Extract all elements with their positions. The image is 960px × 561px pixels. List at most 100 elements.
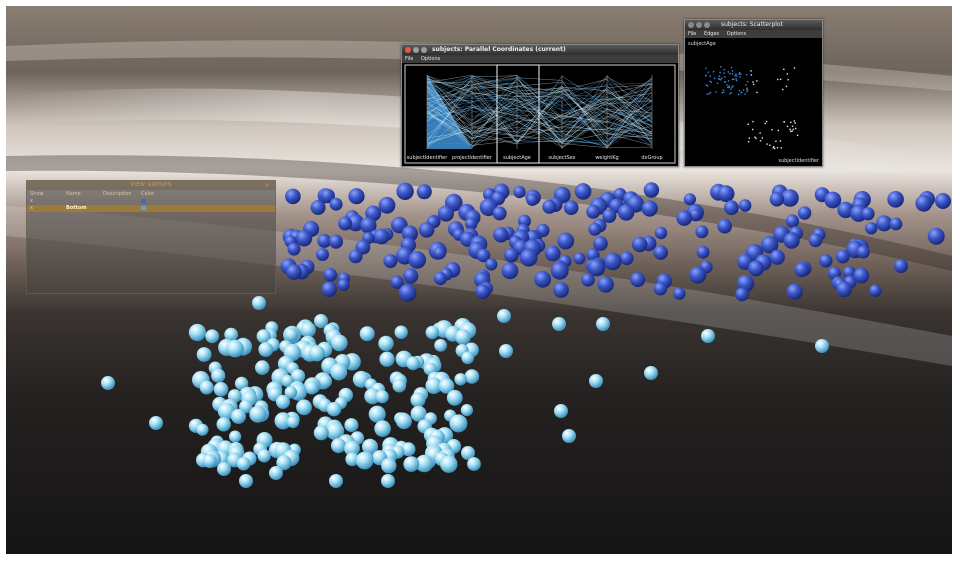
scatter-point[interactable]	[738, 72, 741, 74]
sphere[interactable]	[504, 248, 519, 263]
sp-titlebar[interactable]: subjects: Scatterplot	[685, 20, 822, 30]
sphere[interactable]	[573, 252, 586, 265]
scatter-point[interactable]	[723, 81, 726, 83]
scatter-point[interactable]	[723, 72, 725, 74]
sphere[interactable]	[683, 193, 697, 206]
sphere[interactable]	[596, 317, 610, 331]
sphere[interactable]	[499, 344, 513, 358]
scatter-point[interactable]	[796, 134, 799, 136]
sphere[interactable]	[300, 322, 316, 338]
sphere[interactable]	[437, 205, 454, 222]
sphere[interactable]	[738, 199, 752, 212]
sphere[interactable]	[769, 192, 785, 207]
sphere[interactable]	[653, 282, 668, 296]
sphere[interactable]	[359, 326, 375, 342]
sphere[interactable]	[425, 377, 443, 395]
sphere[interactable]	[589, 374, 603, 388]
sphere[interactable]	[318, 374, 332, 389]
scatter-point[interactable]	[729, 93, 731, 95]
sphere[interactable]	[781, 189, 799, 207]
scatter-point[interactable]	[734, 75, 736, 77]
sphere[interactable]	[865, 222, 878, 235]
scatter-point[interactable]	[793, 67, 796, 69]
color-swatch[interactable]	[141, 206, 146, 210]
scatter-point[interactable]	[779, 78, 782, 80]
sphere[interactable]	[460, 404, 473, 417]
menu-edges[interactable]: Edges	[703, 31, 720, 37]
sphere[interactable]	[619, 251, 634, 266]
scatter-point[interactable]	[787, 79, 789, 81]
sphere[interactable]	[329, 197, 343, 211]
sphere[interactable]	[603, 252, 622, 271]
sphere[interactable]	[317, 233, 332, 248]
scatter-point[interactable]	[752, 81, 754, 83]
scatter-point[interactable]	[726, 84, 728, 86]
sphere[interactable]	[274, 412, 292, 430]
scatter-point[interactable]	[777, 129, 779, 132]
sphere[interactable]	[149, 416, 163, 430]
sphere[interactable]	[653, 245, 668, 260]
sphere[interactable]	[587, 259, 606, 277]
sphere[interactable]	[695, 225, 709, 239]
menu-options[interactable]: Options	[420, 56, 441, 62]
sphere[interactable]	[794, 262, 810, 278]
sphere[interactable]	[748, 260, 764, 277]
sphere[interactable]	[438, 378, 455, 394]
scatter-point[interactable]	[746, 87, 748, 89]
scatter-point[interactable]	[705, 74, 707, 76]
sphere[interactable]	[337, 278, 350, 291]
sphere[interactable]	[797, 206, 812, 220]
scatter-point[interactable]	[730, 92, 732, 94]
scatter-point[interactable]	[732, 85, 734, 87]
sphere-cloud[interactable]	[6, 6, 952, 554]
sphere[interactable]	[403, 456, 420, 472]
sphere[interactable]	[314, 314, 328, 328]
sphere[interactable]	[381, 474, 395, 488]
scatter-point[interactable]	[791, 130, 793, 132]
scatter-point[interactable]	[731, 86, 733, 88]
sphere[interactable]	[630, 272, 646, 288]
sphere[interactable]	[785, 214, 800, 228]
sphere[interactable]	[552, 317, 566, 331]
sphere[interactable]	[618, 204, 635, 221]
scatter-point[interactable]	[792, 128, 794, 131]
sphere[interactable]	[588, 222, 602, 236]
sphere[interactable]	[355, 451, 374, 470]
scatter-point[interactable]	[719, 78, 721, 80]
sphere[interactable]	[379, 351, 395, 367]
scatter-point[interactable]	[738, 73, 740, 75]
sphere[interactable]	[581, 273, 595, 287]
scatter-point[interactable]	[759, 132, 761, 134]
sphere[interactable]	[446, 389, 463, 406]
sphere[interactable]	[602, 208, 617, 223]
parallel-coordinates-plot[interactable]: subjectIdentifier projectIdentifier subjec…	[402, 63, 678, 165]
sphere[interactable]	[344, 418, 359, 433]
scatter-point[interactable]	[786, 73, 788, 75]
sphere[interactable]	[760, 235, 779, 254]
sphere[interactable]	[205, 329, 220, 344]
scatter-point[interactable]	[789, 128, 791, 131]
sphere[interactable]	[286, 264, 302, 280]
sphere[interactable]	[861, 207, 875, 221]
scatter-point[interactable]	[721, 77, 723, 79]
sphere[interactable]	[348, 188, 365, 205]
scatter-point[interactable]	[777, 78, 779, 81]
sphere[interactable]	[808, 233, 823, 248]
scatter-point[interactable]	[707, 71, 710, 73]
sphere[interactable]	[378, 335, 394, 352]
scatter-point[interactable]	[736, 75, 738, 77]
sphere[interactable]	[375, 390, 389, 404]
sphere[interactable]	[239, 399, 253, 414]
sphere[interactable]	[403, 268, 419, 284]
scatter-point[interactable]	[774, 147, 776, 150]
scatter-point[interactable]	[720, 66, 722, 68]
sphere[interactable]	[320, 188, 335, 204]
show-toggle[interactable]: x	[30, 198, 33, 204]
scatter-point[interactable]	[754, 136, 756, 138]
sphere[interactable]	[454, 373, 467, 386]
sphere[interactable]	[597, 276, 614, 293]
sphere[interactable]	[252, 296, 266, 310]
scatter-point[interactable]	[735, 78, 737, 80]
sphere[interactable]	[701, 329, 715, 343]
scatter-point[interactable]	[746, 90, 748, 93]
